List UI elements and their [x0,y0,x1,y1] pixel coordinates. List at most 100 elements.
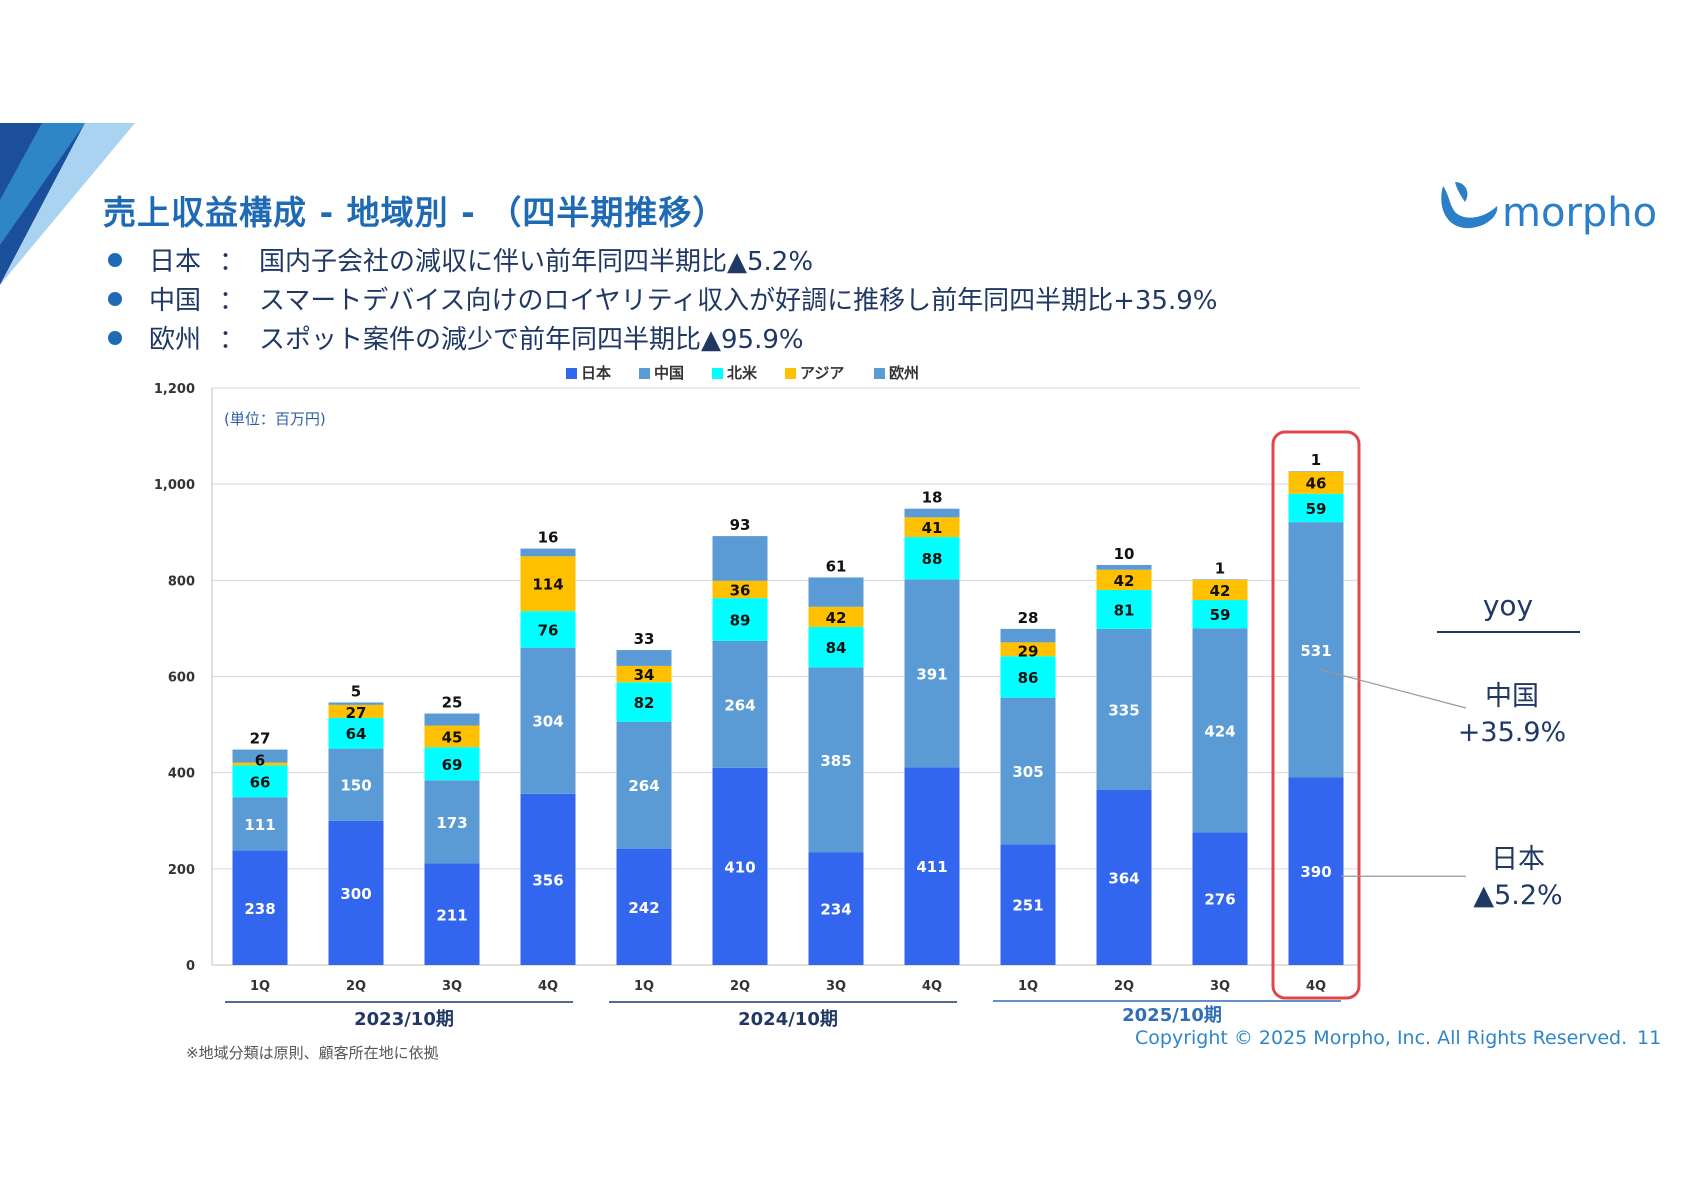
y-tick-label: 400 [168,767,195,782]
bullet-dot-icon [108,252,122,267]
bullet-dot-icon [108,330,122,345]
data-label: 385 [820,752,851,770]
bar-segment [520,556,576,612]
data-label: 69 [442,756,463,774]
bar-segment [808,606,864,627]
data-label: 16 [538,529,559,547]
x-tick-label: 1Q [1018,979,1038,994]
bar-segment [808,667,864,853]
data-label: 29 [1018,642,1039,660]
bar-segment [328,748,384,821]
data-label: 305 [1012,763,1043,781]
legend-swatch [874,368,885,379]
bullet-region: 日本 [149,247,202,277]
bar-segment [1288,777,1344,965]
bar-segment [1000,642,1056,657]
bar-segment [616,848,672,965]
bar-segment [1096,569,1152,590]
y-tick-label: 200 [168,863,195,878]
data-label: 424 [1204,722,1235,740]
data-label: 18 [922,489,943,507]
data-label: 410 [724,858,755,876]
bar-segment [1000,697,1056,845]
logo-text: morpho [1502,190,1658,236]
data-label: 45 [442,728,463,746]
corner-decoration [0,123,135,285]
bullet-dot-icon [108,291,122,306]
bar-segment [1192,600,1248,629]
bar-segment [232,797,288,851]
bar-segment [808,626,864,668]
yoy-china-change: +35.9% [1458,717,1566,748]
bar-segment [1096,564,1152,570]
unit-note: (単位：百万円) [224,410,326,428]
bar-segment [808,577,864,607]
bar-segment [1000,844,1056,965]
group-label: 2025/10期 [1122,1005,1222,1026]
bullet-japan: 日本 ： 国内子会社の減収に伴い前年同四半期比▲5.2% [103,240,1217,279]
bar-segment [1288,522,1344,778]
bullet-colon: ： [219,247,246,277]
bar-segment [1000,628,1056,643]
bar-segment [424,780,480,864]
data-label: 114 [532,576,563,594]
data-label: 27 [250,730,271,748]
bar-segment [616,682,672,722]
bar-segment [1288,471,1344,472]
bar-segment [232,765,288,798]
data-label: 46 [1306,475,1327,493]
legend-swatch [566,368,577,379]
bar-segment [328,704,384,718]
bullet-china: 中国 ： スマートデバイス向けのロイヤリティ収入が好調に推移し前年同四半期比+3… [103,279,1217,318]
x-tick-label: 2Q [1114,979,1134,994]
x-tick-label: 3Q [442,979,462,994]
data-label: 59 [1306,500,1327,518]
data-label: 335 [1108,701,1139,719]
data-label: 304 [532,713,563,731]
data-label: 36 [730,581,751,599]
bar-segment [712,598,768,641]
bullet-text: スマートデバイス向けのロイヤリティ収入が好調に推移し前年同四半期比+35.9% [259,286,1218,316]
bar-segment [424,747,480,781]
data-label: 391 [916,665,947,683]
china-leader-line [1320,669,1467,709]
data-label: 234 [820,901,851,919]
morpho-logo-icon [1441,182,1498,229]
bar-segment [328,702,384,705]
bar-segment [712,767,768,965]
data-label: 76 [538,621,559,639]
page-title: 売上収益構成 - 地域別 - （四半期推移） [103,193,727,232]
x-tick-label: 3Q [1210,979,1230,994]
data-label: 6 [255,751,265,769]
bar-segment [616,665,672,683]
x-tick-label: 1Q [250,979,270,994]
data-label: 42 [1114,572,1135,590]
data-label: 356 [532,871,563,889]
data-label: 173 [436,814,467,832]
bar-segment [1096,589,1152,629]
data-label: 41 [922,519,943,537]
y-tick-label: 1,000 [154,478,195,493]
data-label: 86 [1018,669,1039,687]
legend-swatch [785,368,796,379]
yoy-label: yoy [1483,589,1533,622]
yoy-japan-change: ▲5.2% [1473,880,1562,911]
bar-segment [232,749,288,763]
data-label: 1 [1215,559,1225,577]
bar-segment [904,767,960,965]
bar-segment [424,863,480,965]
bullet-region: 欧州 [149,325,202,355]
data-label: 5 [351,682,361,700]
y-tick-label: 600 [168,671,195,686]
data-label: 28 [1018,609,1039,627]
bar-segment [712,640,768,768]
x-tick-label: 4Q [922,979,942,994]
bar-segment [1096,628,1152,790]
legend-swatch [639,368,650,379]
data-label: 264 [724,696,755,714]
data-label: 88 [922,550,943,568]
legend-label: 欧州 [889,364,919,382]
data-label: 300 [340,885,371,903]
data-label: 93 [730,516,751,534]
bar-segment [616,650,672,666]
